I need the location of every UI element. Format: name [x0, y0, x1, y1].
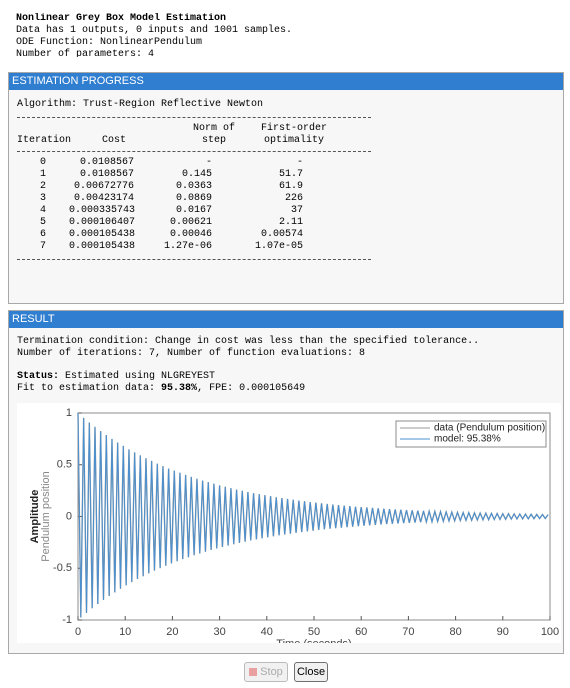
table-cell: 3	[39, 193, 46, 204]
legend-label: model: 95.38%	[434, 434, 501, 445]
table-cell: 7	[39, 241, 46, 252]
fit-line: Fit to estimation data: 95.38%, FPE: 0.0…	[17, 383, 305, 395]
summary-line: ODE Function: NonlinearPendulum	[16, 37, 203, 48]
progress-panel: ESTIMATION PROGRESS Algorithm: Trust-Reg…	[8, 72, 564, 304]
algorithm: Algorithm: Trust-Region Reflective Newto…	[17, 99, 264, 110]
x-tick-label: 0	[75, 626, 81, 638]
panel-header: RESULT	[9, 311, 563, 328]
y-tick-label: 1	[66, 407, 72, 419]
status-line: Status: Estimated using NLGREYEST	[17, 371, 215, 383]
table-cell: 0.000335743	[69, 205, 136, 216]
y-tick-label: 0.5	[57, 459, 72, 471]
table-cell: Norm of	[192, 123, 235, 134]
fit-label: Fit to estimation data:	[17, 383, 156, 394]
x-tick-label: 30	[213, 626, 225, 638]
summary-line: Number of parameters: 4	[16, 49, 155, 57]
table-cell: First-order	[260, 123, 327, 134]
iterations: Number of iterations: 7, Number of funct…	[17, 348, 366, 359]
x-tick-label: 60	[355, 626, 367, 638]
x-tick-label: 100	[541, 626, 559, 638]
table-cell: 2	[39, 181, 46, 192]
x-tick-label: 90	[497, 626, 509, 638]
table-cell: 226	[284, 193, 303, 204]
table-cell: optimality	[263, 135, 324, 146]
close-button[interactable]: Close	[294, 662, 328, 682]
table-cell: 0.0108567	[79, 157, 134, 168]
table-cell: 0.0108567	[79, 169, 134, 180]
table-cell: 1.27e-06	[163, 241, 212, 252]
table-cell: -	[296, 157, 303, 168]
table-cell: 0.000105438	[69, 229, 136, 240]
x-tick-label: 40	[261, 626, 273, 638]
legend-label: data (Pendulum position)	[434, 423, 545, 434]
table-cell: 0.000105438	[69, 241, 136, 252]
summary-line: Data has 1 outputs, 0 inputs and 1001 sa…	[16, 25, 293, 36]
table-cell: 0.000106407	[69, 217, 136, 228]
table-cell: 0.00574	[260, 229, 303, 240]
table-cell: 0.145	[181, 169, 212, 180]
table-cell: 0	[39, 157, 46, 168]
table-cell: 0.00423174	[73, 193, 134, 204]
table-cell: Iteration	[17, 135, 72, 146]
stop-button[interactable]: Stop	[244, 662, 288, 682]
table-cell: 0.00672776	[73, 181, 134, 192]
panel-header: ESTIMATION PROGRESS	[9, 73, 563, 90]
table-cell: 37	[290, 205, 303, 216]
table-cell: Cost	[101, 135, 126, 146]
x-tick-label: 10	[119, 626, 131, 638]
separator	[17, 259, 371, 260]
y-axis-label: Pendulum position	[40, 471, 52, 562]
table-cell: 61.9	[278, 181, 303, 192]
x-tick-label: 50	[308, 626, 320, 638]
table-cell: 0.0167	[175, 205, 212, 216]
close-label: Close	[296, 666, 326, 678]
separator	[17, 117, 371, 118]
table-cell: 0.0363	[175, 181, 212, 192]
summary-title: Nonlinear Grey Box Model Estimation	[16, 13, 227, 24]
table-cell: 6	[39, 229, 46, 240]
table-cell: 0.00046	[169, 229, 212, 240]
fpe: , FPE: 0.000105649	[197, 383, 306, 394]
x-tick-label: 20	[166, 626, 178, 638]
table-cell: 51.7	[278, 169, 303, 180]
x-tick-label: 80	[449, 626, 461, 638]
y-tick-label: -1	[62, 614, 72, 626]
table-cell: 1	[39, 169, 46, 180]
table-cell: -	[205, 157, 212, 168]
fit: 95.38%	[161, 383, 198, 394]
status-label: Status:	[17, 371, 60, 382]
separator	[17, 151, 371, 152]
x-axis-label: Time (seconds)	[276, 638, 351, 643]
x-tick-label: 70	[402, 626, 414, 638]
table-cell: 2.11	[278, 217, 303, 228]
table-cell: 5	[39, 217, 46, 228]
termination: Termination condition: Change in cost wa…	[17, 336, 480, 347]
table-cell: step	[201, 135, 226, 146]
table-cell: 4	[39, 205, 46, 216]
legend-box	[395, 420, 547, 448]
table-cell: 1.07e-05	[254, 241, 303, 252]
chart: -1-0.500.510102030405060708090100Time (s…	[17, 403, 561, 643]
table-cell: 0.0869	[175, 193, 212, 204]
y-tick-label: 0	[66, 510, 72, 522]
result-panel: RESULT Termination condition: Change in …	[8, 310, 564, 654]
stop-icon	[249, 668, 258, 676]
status: Estimated using NLGREYEST	[65, 371, 216, 382]
y-tick-label: -0.5	[53, 562, 72, 574]
summary: Nonlinear Grey Box Model Estimation Data…	[16, 13, 292, 57]
series-line	[77, 412, 549, 618]
y-axis-label: Amplitude	[29, 490, 41, 544]
stop-label: Stop	[260, 666, 283, 678]
table-cell: 0.00621	[169, 217, 212, 228]
